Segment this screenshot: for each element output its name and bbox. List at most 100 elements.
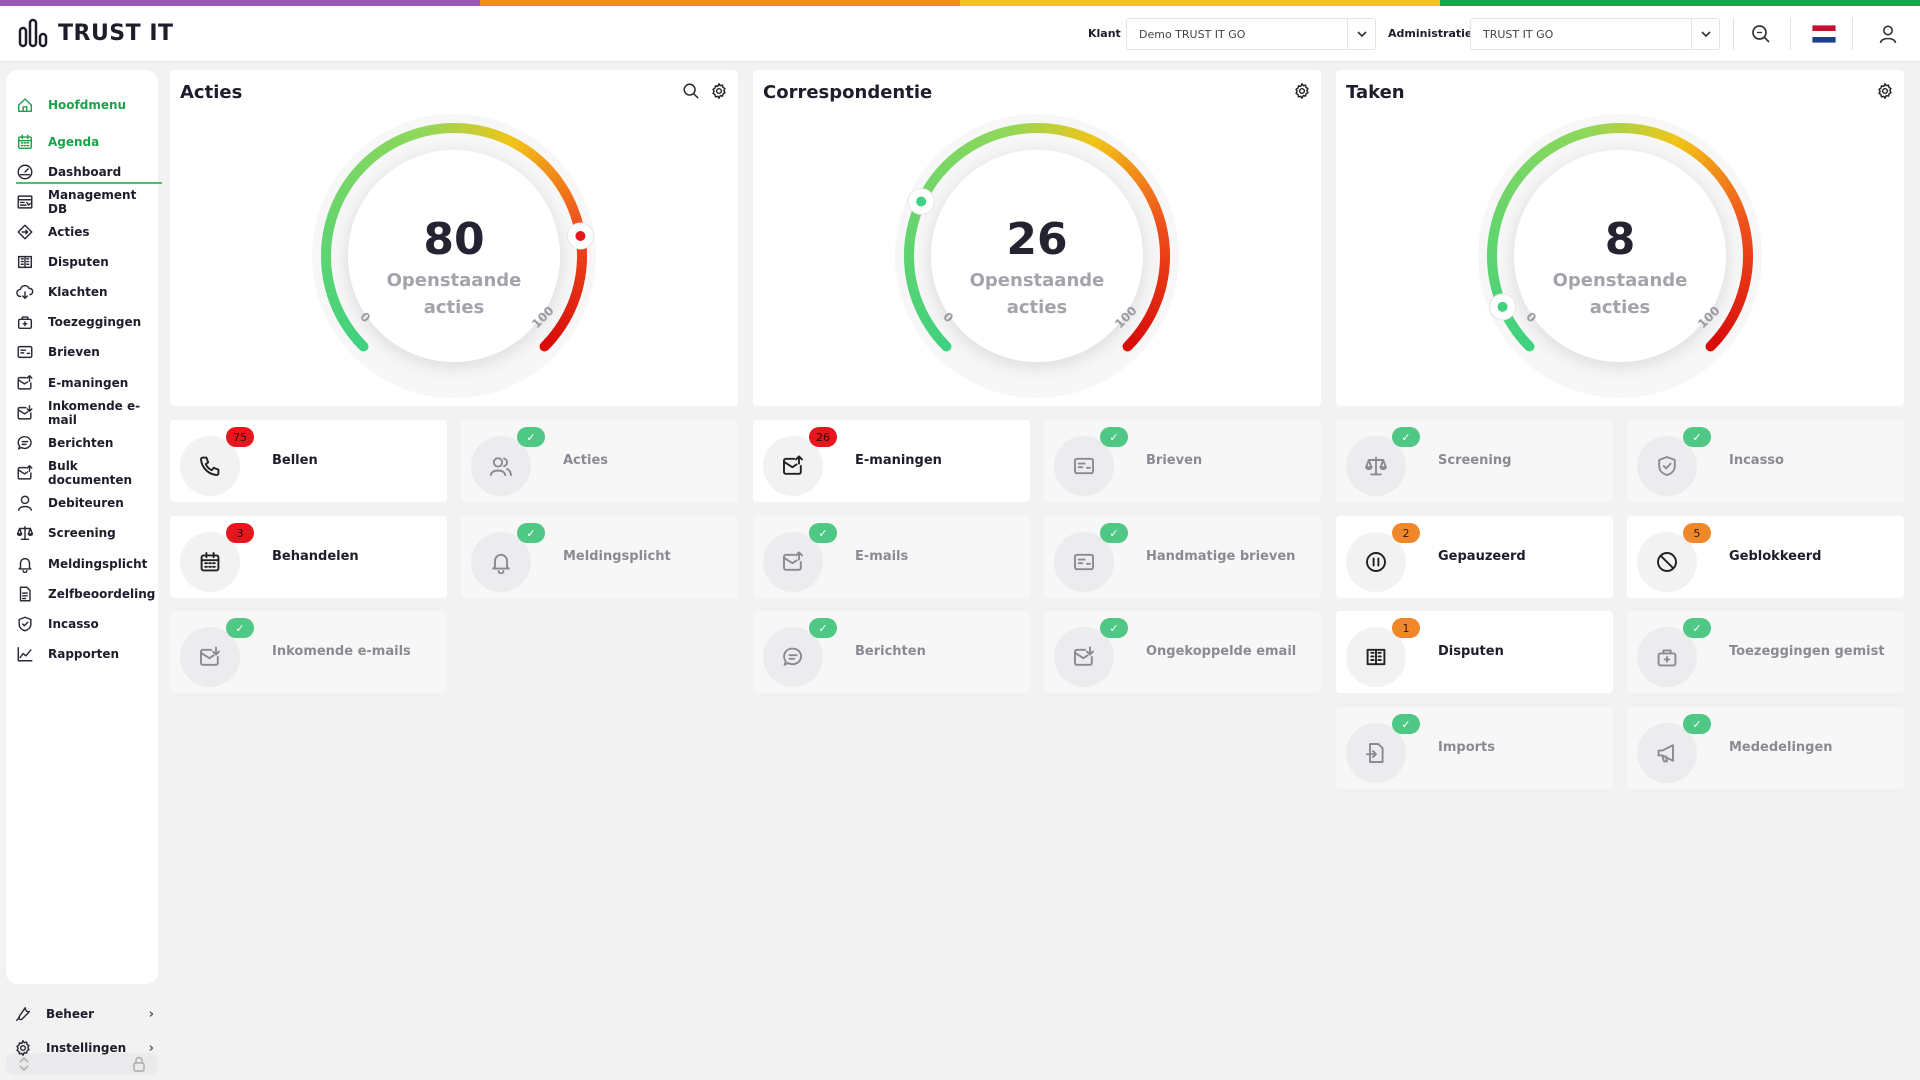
logo-icon xyxy=(18,18,48,48)
tile-meldingsplicht[interactable]: ✓ Meldingsplicht xyxy=(461,516,738,598)
tile-incasso[interactable]: ✓ Incasso xyxy=(1627,420,1904,502)
gauge-arc-segment xyxy=(908,213,921,225)
sidebar-item-toezeggingen[interactable]: Toezeggingen xyxy=(16,307,158,337)
administratie-select[interactable]: TRUST IT GO xyxy=(1470,18,1720,50)
sidebar-item-incasso[interactable]: Incasso xyxy=(16,609,158,639)
sidebar-item-label: Klachten xyxy=(48,285,108,299)
gauge-value: 8 xyxy=(1605,214,1636,265)
tile-brieven[interactable]: ✓ Brieven xyxy=(1044,420,1321,502)
gauge-arc-segment xyxy=(1109,148,1122,162)
gauge-arc-segment xyxy=(1122,336,1138,352)
gauge-arc-segment xyxy=(1572,129,1583,142)
sidebar-item-label: Agenda xyxy=(48,135,100,149)
gauge-arc-segment xyxy=(1511,327,1525,340)
gauge-arc-segment xyxy=(1143,189,1156,202)
sidebar-item-agenda[interactable]: Agenda xyxy=(16,127,158,157)
pause-icon xyxy=(1366,552,1386,572)
sidebar-item-hoofdmenu[interactable]: Hoofdmenu xyxy=(16,90,158,120)
tile-gepauzeerd[interactable]: 2 Gepauzeerd xyxy=(1336,516,1613,598)
tile-mededelingen[interactable]: ✓ Mededelingen xyxy=(1627,707,1904,789)
gauge-arc-segment xyxy=(1536,147,1549,161)
gauge-arc-segment xyxy=(1738,221,1751,232)
sidebar-item-instellingen[interactable]: Instellingen › xyxy=(14,1035,154,1061)
gauge-arc-segment xyxy=(1726,189,1739,202)
gauge-arc-segment xyxy=(928,327,942,340)
gauge-arc-segment xyxy=(568,293,581,305)
gauge-arc-segment xyxy=(1143,311,1156,324)
sidebar-item-e-maningen[interactable]: E-maningen xyxy=(16,368,158,398)
gauge-arc-segment xyxy=(1702,157,1715,170)
tile-bellen[interactable]: 75 Bellen xyxy=(170,420,447,502)
sidebar-item-beheer[interactable]: Beheer › xyxy=(14,1001,154,1027)
sidebar-item-bulk-documenten[interactable]: Bulk documenten xyxy=(16,458,158,488)
tile-icon-circle xyxy=(180,436,240,496)
sidebar-item-meldingsplicht[interactable]: Meldingsplicht xyxy=(16,549,158,579)
chart-icon xyxy=(17,646,33,662)
gear-button[interactable] xyxy=(710,82,728,104)
user-menu-button[interactable] xyxy=(1874,20,1902,48)
gauge-arc-segment xyxy=(932,332,946,345)
gauge-arc-segment xyxy=(1153,214,1166,226)
sidebar-item-brieven[interactable]: Brieven xyxy=(16,337,158,367)
language-button[interactable] xyxy=(1810,20,1838,48)
sidebar-item-inkomende-e-mail[interactable]: Inkomende e-mail xyxy=(16,398,158,428)
gear-icon xyxy=(1295,83,1309,99)
sidebar-collapse-bar[interactable] xyxy=(6,1053,158,1075)
bell-icon xyxy=(18,557,32,573)
tile-geblokkeerd[interactable]: 5 Geblokkeerd xyxy=(1627,516,1904,598)
logo[interactable]: TRUST IT xyxy=(18,18,174,48)
gauge-arc-segment xyxy=(1599,123,1609,135)
gauge-subtitle-2: acties xyxy=(424,297,485,318)
tile-icon-circle xyxy=(1346,627,1406,687)
global-search-button[interactable] xyxy=(1747,20,1775,48)
panel-taken: Taken 0 100 8 Openstaande acties xyxy=(1336,70,1904,406)
gauge-subtitle-1: Openstaande xyxy=(970,270,1105,291)
gauge-arc-segment xyxy=(1731,300,1745,312)
tile-badge: ✓ xyxy=(1100,523,1128,543)
sidebar-item-label: Acties xyxy=(48,225,90,239)
gauge-arc-segment xyxy=(982,131,994,144)
tile-icon-circle xyxy=(763,627,823,687)
email-reminder-icon xyxy=(17,375,33,390)
gauge-arc-segment xyxy=(1681,140,1694,154)
klant-select[interactable]: Demo TRUST IT GO xyxy=(1126,18,1376,50)
sidebar-item-berichten[interactable]: Berichten xyxy=(16,428,158,458)
gauge-arc-segment xyxy=(1158,235,1170,245)
divider xyxy=(1733,18,1734,50)
tile-ongekoppelde-email[interactable]: ✓ Ongekoppelde email xyxy=(1044,611,1321,693)
tile-e-mails[interactable]: ✓ E-mails xyxy=(753,516,1030,598)
sidebar-item-zelfbeoordeling[interactable]: Zelfbeoordeling xyxy=(16,579,158,609)
sidebar-item-disputen[interactable]: Disputen xyxy=(16,247,158,277)
tile-toezeggingen-gemist[interactable]: ✓ Toezeggingen gemist xyxy=(1627,611,1904,693)
tile-acties[interactable]: ✓ Acties xyxy=(461,420,738,502)
tile-inkomende-e-mails[interactable]: ✓ Inkomende e-mails xyxy=(170,611,447,693)
gauge-arc-segment xyxy=(1705,336,1721,352)
tile-disputen[interactable]: 1 Disputen xyxy=(1336,611,1613,693)
panel-actions xyxy=(682,82,728,104)
tile-badge: 2 xyxy=(1392,523,1420,543)
gear-button[interactable] xyxy=(1876,82,1894,104)
sidebar-item-acties[interactable]: Acties xyxy=(16,217,158,247)
tile-e-maningen[interactable]: 26 E-maningen xyxy=(753,420,1030,502)
tile-screening[interactable]: ✓ Screening xyxy=(1336,420,1613,502)
sidebar-item-klachten[interactable]: Klachten xyxy=(16,277,158,307)
tile-behandelen[interactable]: 3 Behandelen xyxy=(170,516,447,598)
search-button[interactable] xyxy=(682,82,700,104)
gauge-arc-segment xyxy=(1043,123,1052,134)
sidebar-item-dashboard[interactable]: Dashboard xyxy=(16,157,158,187)
tile-berichten[interactable]: ✓ Berichten xyxy=(753,611,1030,693)
tile-label: Brieven xyxy=(1146,453,1203,468)
sidebar-item-screening[interactable]: Screening xyxy=(16,518,158,548)
sidebar-item-management-db[interactable]: Management DB xyxy=(16,187,158,217)
tile-icon-circle xyxy=(763,532,823,592)
gauge-arc-segment xyxy=(323,280,336,291)
gauge-value: 80 xyxy=(423,214,484,265)
tile-handmatige-brieven[interactable]: ✓ Handmatige brieven xyxy=(1044,516,1321,598)
gauge-subtitle-1: Openstaande xyxy=(1553,270,1688,291)
tile-imports[interactable]: ✓ Imports xyxy=(1336,707,1613,789)
tile-badge: ✓ xyxy=(1100,618,1128,638)
gauge-arc-segment xyxy=(1487,267,1499,277)
gear-button[interactable] xyxy=(1293,82,1311,104)
sidebar-item-rapporten[interactable]: Rapporten xyxy=(16,639,158,669)
sidebar-item-debiteuren[interactable]: Debiteuren xyxy=(16,488,158,518)
